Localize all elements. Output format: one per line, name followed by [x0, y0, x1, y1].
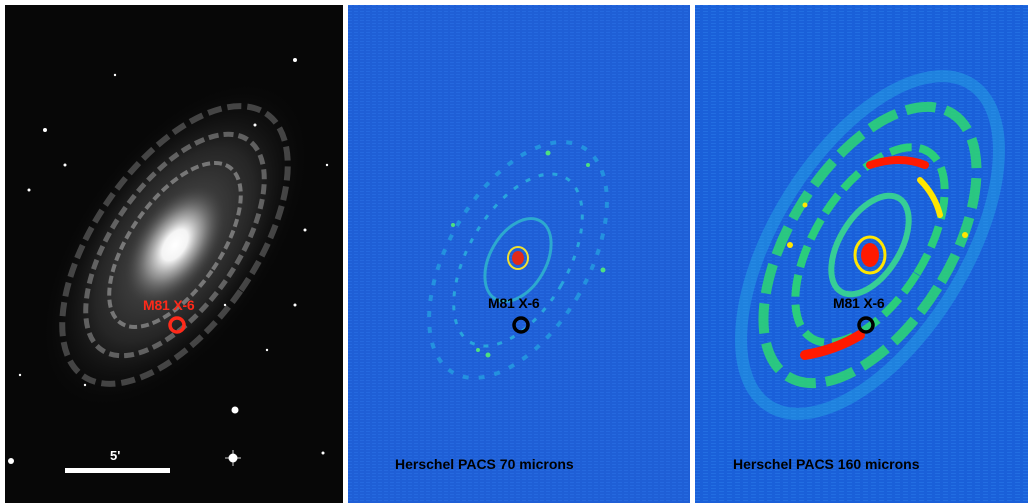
source-label-70: M81 X-6 [488, 295, 540, 311]
star-field [8, 58, 329, 464]
source-marker-70 [512, 316, 530, 334]
nucleus-hotspot [512, 251, 524, 265]
pacs-70-image [348, 5, 690, 503]
pacs-160-image [695, 5, 1028, 503]
pacs-70-panel: M81 X-6 Herschel PACS 70 microns [348, 5, 690, 503]
caption-160: Herschel PACS 160 microns [733, 456, 920, 472]
source-label-160: M81 X-6 [833, 295, 885, 311]
source-marker-optical [168, 316, 186, 334]
nucleus-hotspot-160 [861, 243, 879, 267]
scale-bar [65, 468, 170, 473]
pacs-160-panel: M81 X-6 Herschel PACS 160 microns [695, 5, 1028, 503]
source-label-optical: M81 X-6 [143, 297, 195, 313]
optical-panel: M81 X-6 5' [5, 5, 343, 503]
optical-galaxy-image [8, 58, 329, 473]
source-marker-160 [857, 316, 875, 334]
caption-70: Herschel PACS 70 microns [395, 456, 574, 472]
scale-bar-label: 5' [110, 448, 121, 463]
